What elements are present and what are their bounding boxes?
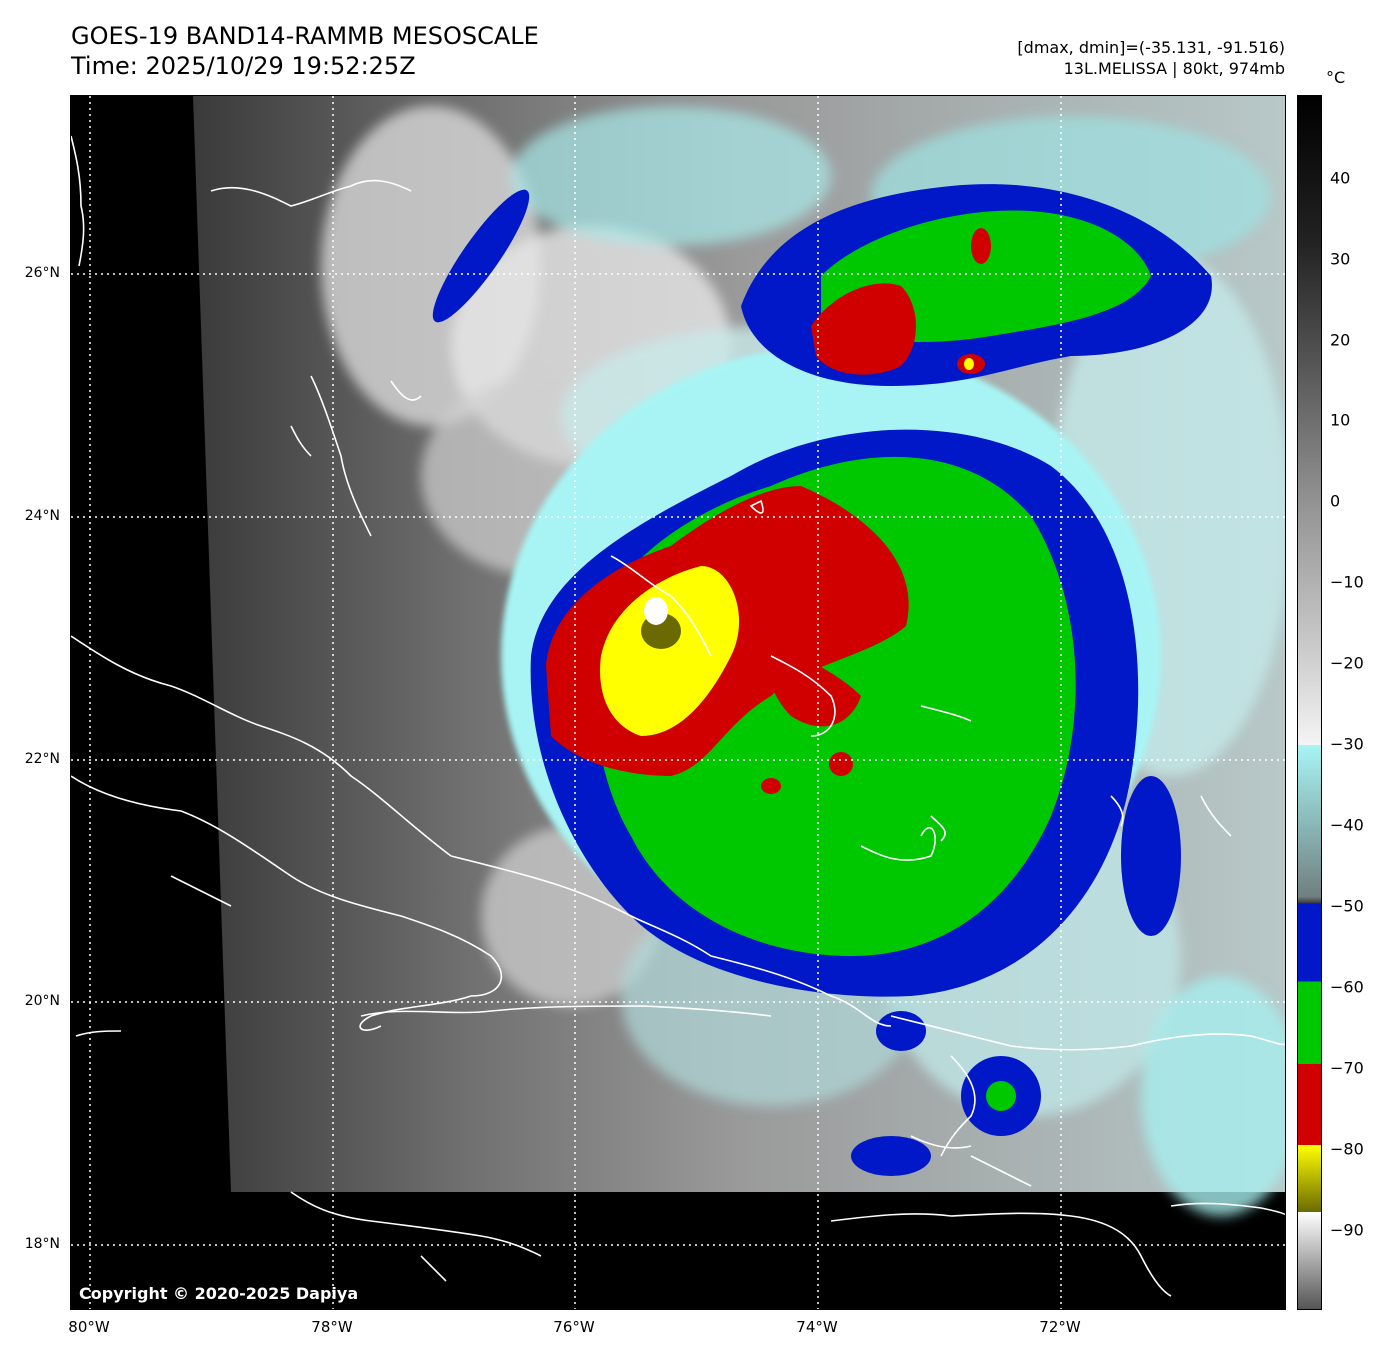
colorbar-tick: −10 (1330, 572, 1364, 592)
colorbar-tick: −70 (1330, 1058, 1364, 1078)
colorbar-tick: 20 (1330, 330, 1351, 350)
lon-label-78w: 78°W (311, 1318, 353, 1336)
southern-patches (432, 189, 1181, 1176)
colorbar-tick: −90 (1330, 1220, 1364, 1240)
colorbar-tick: 0 (1330, 491, 1341, 511)
temperature-range: [dmax, dmin]=(-35.131, -91.516) (1017, 38, 1285, 57)
copyright-text: Copyright © 2020-2025 Dapiya (79, 1284, 359, 1303)
colorbar-tick: −50 (1330, 896, 1364, 916)
chart-title: GOES-19 BAND14-RAMMB MESOSCALE (71, 22, 539, 50)
colorbar-tick: −40 (1330, 815, 1364, 835)
colorbar-tick: −30 (1330, 734, 1364, 754)
timestamp: Time: 2025/10/29 19:52:25Z (71, 52, 416, 80)
lat-label-24n: 24°N (24, 508, 60, 524)
coastlines (71, 135, 1285, 1297)
lat-label-18n: 18°N (24, 1236, 60, 1252)
colorbar (1297, 95, 1322, 1310)
lon-label-74w: 74°W (796, 1318, 838, 1336)
colorbar-tick: −80 (1330, 1139, 1364, 1159)
storm-info: 13L.MELISSA | 80kt, 974mb (1063, 59, 1285, 78)
colorbar-tick: −60 (1330, 977, 1364, 997)
lat-label-22n: 22°N (24, 751, 60, 767)
lon-label-76w: 76°W (553, 1318, 595, 1336)
lon-label-72w: 72°W (1039, 1318, 1081, 1336)
northern-cluster (741, 184, 1212, 386)
colorbar-tick: 40 (1330, 168, 1351, 188)
satellite-map: Copyright © 2020-2025 Dapiya (70, 95, 1286, 1310)
colorbar-unit: °C (1326, 68, 1346, 87)
colorbar-tick: 10 (1330, 410, 1351, 430)
lon-label-80w: 80°W (68, 1318, 110, 1336)
lat-label-20n: 20°N (24, 993, 60, 1009)
colorbar-tick: 30 (1330, 249, 1351, 269)
lat-label-26n: 26°N (24, 265, 60, 281)
graticule (71, 96, 1285, 1309)
colorbar-tick: −20 (1330, 653, 1364, 673)
